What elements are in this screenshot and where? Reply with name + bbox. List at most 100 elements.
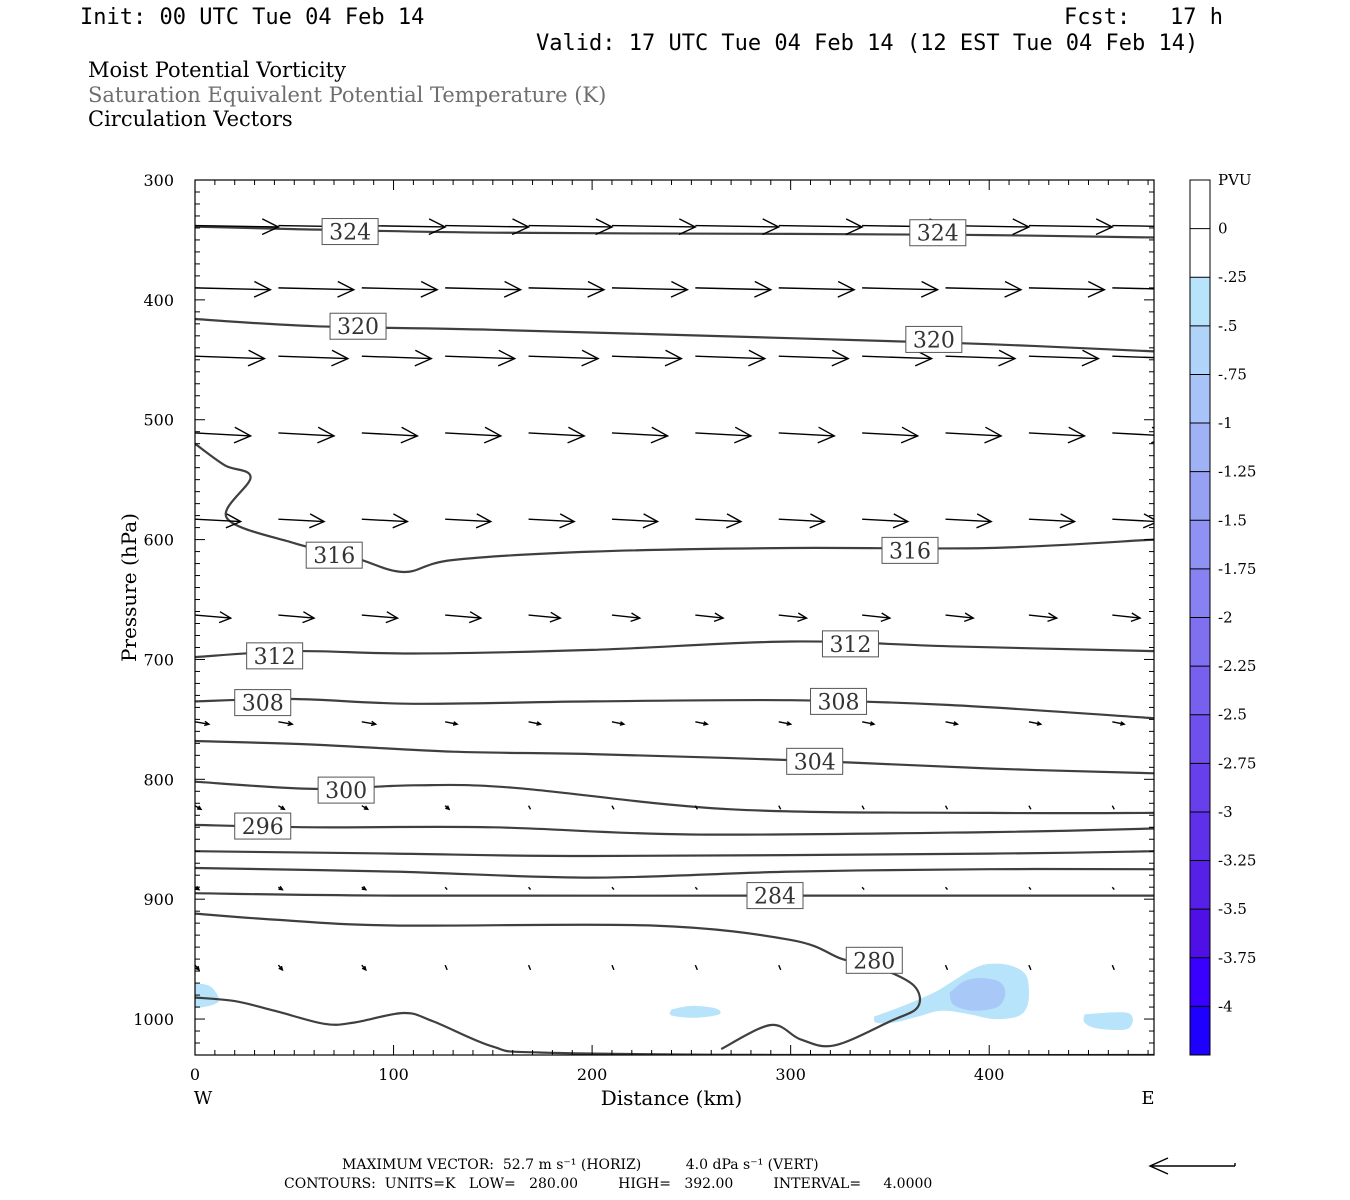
- pv-shade-0: [195, 983, 219, 1008]
- x-tick-label: 400: [974, 1065, 1005, 1084]
- colorbar-tick-label: -3.25: [1218, 852, 1256, 870]
- colorbar-tick-label: -2.25: [1218, 657, 1256, 675]
- y-tick-label: 700: [143, 650, 174, 669]
- circulation-vector: [1112, 287, 1154, 290]
- y-tick-label: 300: [143, 171, 174, 190]
- circulation-vector: [945, 349, 1017, 367]
- colorbar-segment: [1190, 617, 1210, 667]
- circulation-vector: [1028, 426, 1087, 444]
- circulation-vector: [528, 349, 600, 367]
- colorbar-segment: [1190, 423, 1210, 473]
- contour-label: 284: [754, 885, 796, 910]
- contour-label-box: [329, 312, 387, 340]
- contour-info-note: CONTOURS: UNITS=K LOW= 280.00 HIGH= 392.…: [284, 1176, 933, 1192]
- contour-label-box: [786, 747, 844, 775]
- colorbar-tick-label: -1.75: [1218, 560, 1256, 578]
- circulation-vector: [611, 964, 615, 971]
- circulation-vector: [944, 805, 949, 810]
- circulation-vector: [695, 218, 781, 236]
- circulation-vector: [945, 612, 975, 623]
- colorbar-tick-label: -2: [1218, 609, 1233, 627]
- circulation-vector: [1028, 612, 1059, 623]
- circulation-vector: [278, 426, 336, 444]
- contour-label-box: [909, 219, 967, 247]
- circulation-vector: [445, 349, 517, 367]
- circulation-vector: [1111, 964, 1115, 971]
- circulation-vector: [195, 513, 243, 529]
- contour-label-box: [881, 536, 939, 564]
- colorbar-segment: [1190, 374, 1210, 424]
- vector-layer: [195, 218, 1154, 972]
- circulation-vector: [1111, 805, 1115, 810]
- circulation-vector: [1028, 218, 1114, 236]
- colorbar-tick-label: -4: [1218, 997, 1233, 1015]
- circulation-vector: [445, 721, 459, 726]
- colorbar-tick-label: -1.5: [1218, 511, 1247, 529]
- circulation-vector: [944, 886, 949, 891]
- circulation-vector: [862, 513, 910, 529]
- field-title-vectors: Circulation Vectors: [88, 107, 293, 131]
- circulation-vector: [611, 426, 670, 444]
- contour-296: [195, 823, 1154, 836]
- axis-ticks: [194, 179, 1154, 1056]
- pv-shade-4: [1083, 1012, 1133, 1031]
- contour-label: 312: [829, 633, 871, 658]
- circulation-vector: [445, 611, 483, 624]
- circulation-vector: [278, 280, 356, 298]
- colorbar-segment: [1190, 909, 1210, 959]
- field-title-mpv: Moist Potential Vorticity: [88, 58, 346, 82]
- circulation-vector: [694, 805, 698, 810]
- init-time: Init: 00 UTC Tue 04 Feb 14: [80, 5, 425, 30]
- y-tick-label: 1000: [133, 1010, 174, 1029]
- x-tick-label: 100: [378, 1065, 409, 1084]
- circulation-vector: [445, 513, 493, 529]
- circulation-vector: [528, 280, 606, 298]
- contour-label: 280: [853, 949, 895, 974]
- circulation-vector: [195, 720, 211, 727]
- circulation-vector: [444, 964, 448, 971]
- colorbar-segment: [1190, 666, 1210, 716]
- circulation-vector: [862, 612, 892, 623]
- circulation-vector: [611, 612, 642, 623]
- circulation-vector: [611, 280, 690, 298]
- circulation-vector: [861, 886, 865, 891]
- circulation-vector: [778, 280, 856, 298]
- circulation-vector: [695, 612, 725, 623]
- colorbar-segment: [1190, 228, 1210, 278]
- colorbar-segment: [1190, 277, 1210, 327]
- colorbar-tick-label: -3.5: [1218, 900, 1247, 918]
- circulation-vector: [945, 280, 1023, 298]
- circulation-vector: [1112, 224, 1154, 227]
- circulation-vector: [778, 218, 864, 236]
- contour-unlabeled-12: [195, 996, 1154, 1055]
- plot-frame: [194, 179, 1155, 1056]
- circulation-vector: [694, 886, 698, 891]
- pv-shading-layer: [195, 963, 1133, 1031]
- x-tick-label: 0: [190, 1065, 200, 1084]
- contour-label-box: [305, 541, 363, 569]
- contour-312: [195, 640, 1154, 659]
- circulation-vector: [1112, 612, 1142, 623]
- contour-304: [195, 739, 1154, 775]
- contour-288: [195, 866, 1154, 879]
- contour-label: 308: [818, 690, 860, 715]
- circulation-vector: [862, 349, 934, 367]
- circulation-vector: [1028, 721, 1043, 726]
- circulation-vector: [528, 218, 614, 236]
- colorbar-segment: [1190, 860, 1210, 910]
- colorbar: 0 -.25 -.5 -.75 -1 -1.25 -1.5 -1.75 -2 -2.25 -2.5 -…: [1189, 171, 1256, 1056]
- contour-label: 316: [889, 539, 931, 564]
- circulation-vector: [1028, 964, 1032, 971]
- circulation-vector: [778, 349, 850, 367]
- circulation-vector: [695, 426, 753, 444]
- circulation-vector: [195, 426, 253, 444]
- colorbar-tick-label: -2.5: [1218, 706, 1247, 724]
- contour-320: [195, 317, 1154, 353]
- circulation-vector: [1112, 426, 1154, 444]
- circulation-vector: [695, 513, 743, 529]
- circulation-vector: [278, 349, 350, 367]
- contour-label-box: [746, 882, 804, 910]
- contour-284: [195, 892, 1154, 897]
- circulation-vector: [278, 720, 294, 727]
- colorbar-segment: [1190, 325, 1210, 375]
